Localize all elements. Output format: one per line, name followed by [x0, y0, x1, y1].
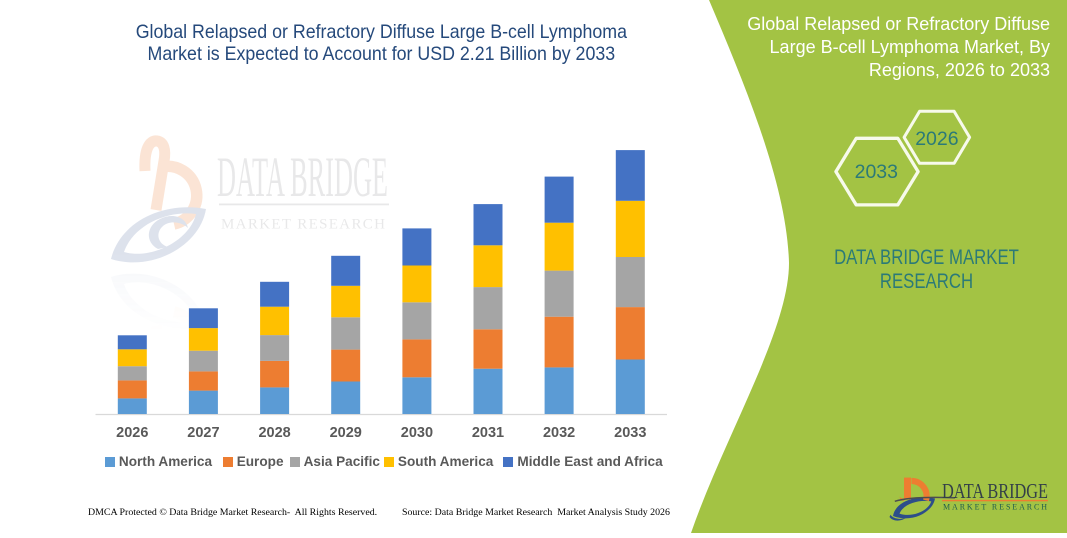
svg-text:2029: 2029	[330, 425, 362, 441]
svg-text:DATA BRIDGE: DATA BRIDGE	[942, 479, 1048, 503]
svg-text:2032: 2032	[543, 425, 575, 441]
svg-text:2028: 2028	[258, 425, 290, 441]
svg-text:MARKET RESEARCH: MARKET RESEARCH	[221, 217, 386, 233]
svg-text:MARKET RESEARCH: MARKET RESEARCH	[943, 503, 1047, 512]
svg-text:DATA BRIDGE: DATA BRIDGE	[217, 146, 388, 209]
svg-text:2030: 2030	[401, 425, 433, 441]
svg-text:2027: 2027	[187, 425, 219, 441]
svg-text:2033: 2033	[855, 161, 898, 183]
svg-text:2026: 2026	[915, 128, 958, 150]
svg-text:2026: 2026	[116, 425, 148, 441]
svg-text:2033: 2033	[614, 425, 646, 441]
svg-text:2031: 2031	[472, 425, 504, 441]
